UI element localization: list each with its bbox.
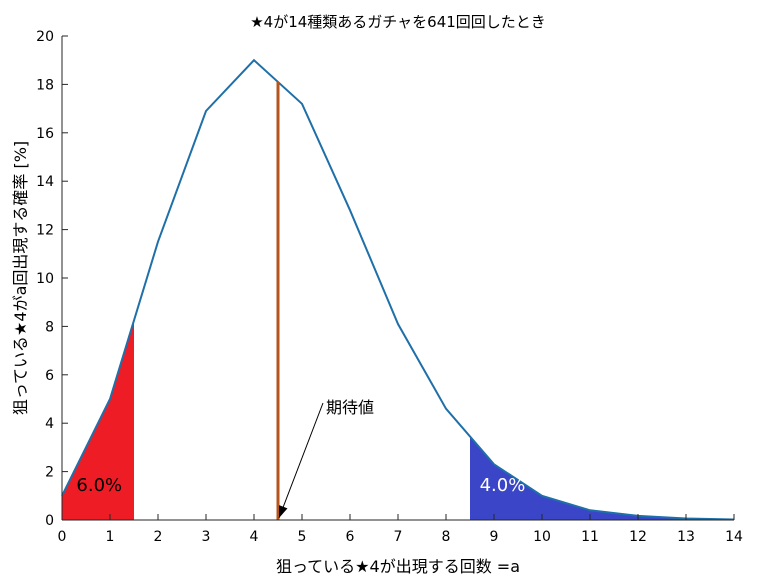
x-tick-label: 4 bbox=[250, 529, 259, 545]
y-tick-label: 12 bbox=[36, 223, 54, 239]
x-tick-label: 2 bbox=[154, 529, 163, 545]
axes bbox=[61, 36, 734, 521]
shaded-region-2 bbox=[470, 436, 734, 520]
x-tick-label: 6 bbox=[346, 529, 355, 545]
annotation-arrow bbox=[278, 402, 324, 519]
x-tick-label: 3 bbox=[202, 529, 211, 545]
x-tick-label: 12 bbox=[629, 529, 647, 545]
y-tick-label: 2 bbox=[45, 465, 54, 481]
y-tick-label: 14 bbox=[36, 174, 54, 190]
y-tick-label: 4 bbox=[45, 416, 54, 432]
x-tick-label: 11 bbox=[581, 529, 599, 545]
y-tick-label: 10 bbox=[36, 271, 54, 287]
x-axis-label: 狙っている★4が出現する回数 =a bbox=[276, 557, 520, 576]
expected-value-annotation: 期待値 bbox=[278, 398, 374, 519]
x-tick-label: 14 bbox=[725, 529, 743, 545]
y-ticks: 0 2 4 6 8 10 12 14 16 18 20 bbox=[36, 29, 68, 529]
annotation-arrowhead bbox=[279, 505, 288, 518]
chart-title: ★4が14種類あるガチャを641回回したとき bbox=[250, 13, 546, 31]
y-tick-label: 18 bbox=[36, 77, 54, 93]
x-tick-label: 9 bbox=[490, 529, 499, 545]
x-tick-label: 0 bbox=[58, 529, 67, 545]
y-tick-label: 0 bbox=[45, 513, 54, 529]
x-tick-label: 5 bbox=[298, 529, 307, 545]
probability-curve bbox=[61, 58, 735, 521]
x-tick-label: 7 bbox=[394, 529, 403, 545]
y-tick-label: 16 bbox=[36, 126, 54, 142]
shaded-region-1 bbox=[62, 320, 134, 520]
shaded-regions bbox=[62, 320, 734, 520]
region-label-1: 6.0% bbox=[76, 475, 122, 496]
x-tick-label: 1 bbox=[106, 529, 115, 545]
x-tick-label: 10 bbox=[533, 529, 551, 545]
x-tick-label: 13 bbox=[677, 529, 695, 545]
region-label-2: 4.0% bbox=[480, 475, 526, 496]
annotation-label: 期待値 bbox=[326, 398, 374, 417]
x-ticks: 0 1 2 3 4 5 6 7 8 9 10 11 12 13 14 bbox=[58, 514, 743, 545]
x-tick-label: 8 bbox=[442, 529, 451, 545]
y-tick-label: 6 bbox=[45, 368, 54, 384]
y-tick-label: 20 bbox=[36, 29, 54, 45]
y-tick-label: 8 bbox=[45, 319, 54, 335]
y-axis-label: 狙っている★4がa回出現する確率 [%] bbox=[11, 141, 30, 415]
region-labels: 6.0% 4.0% bbox=[76, 475, 525, 496]
